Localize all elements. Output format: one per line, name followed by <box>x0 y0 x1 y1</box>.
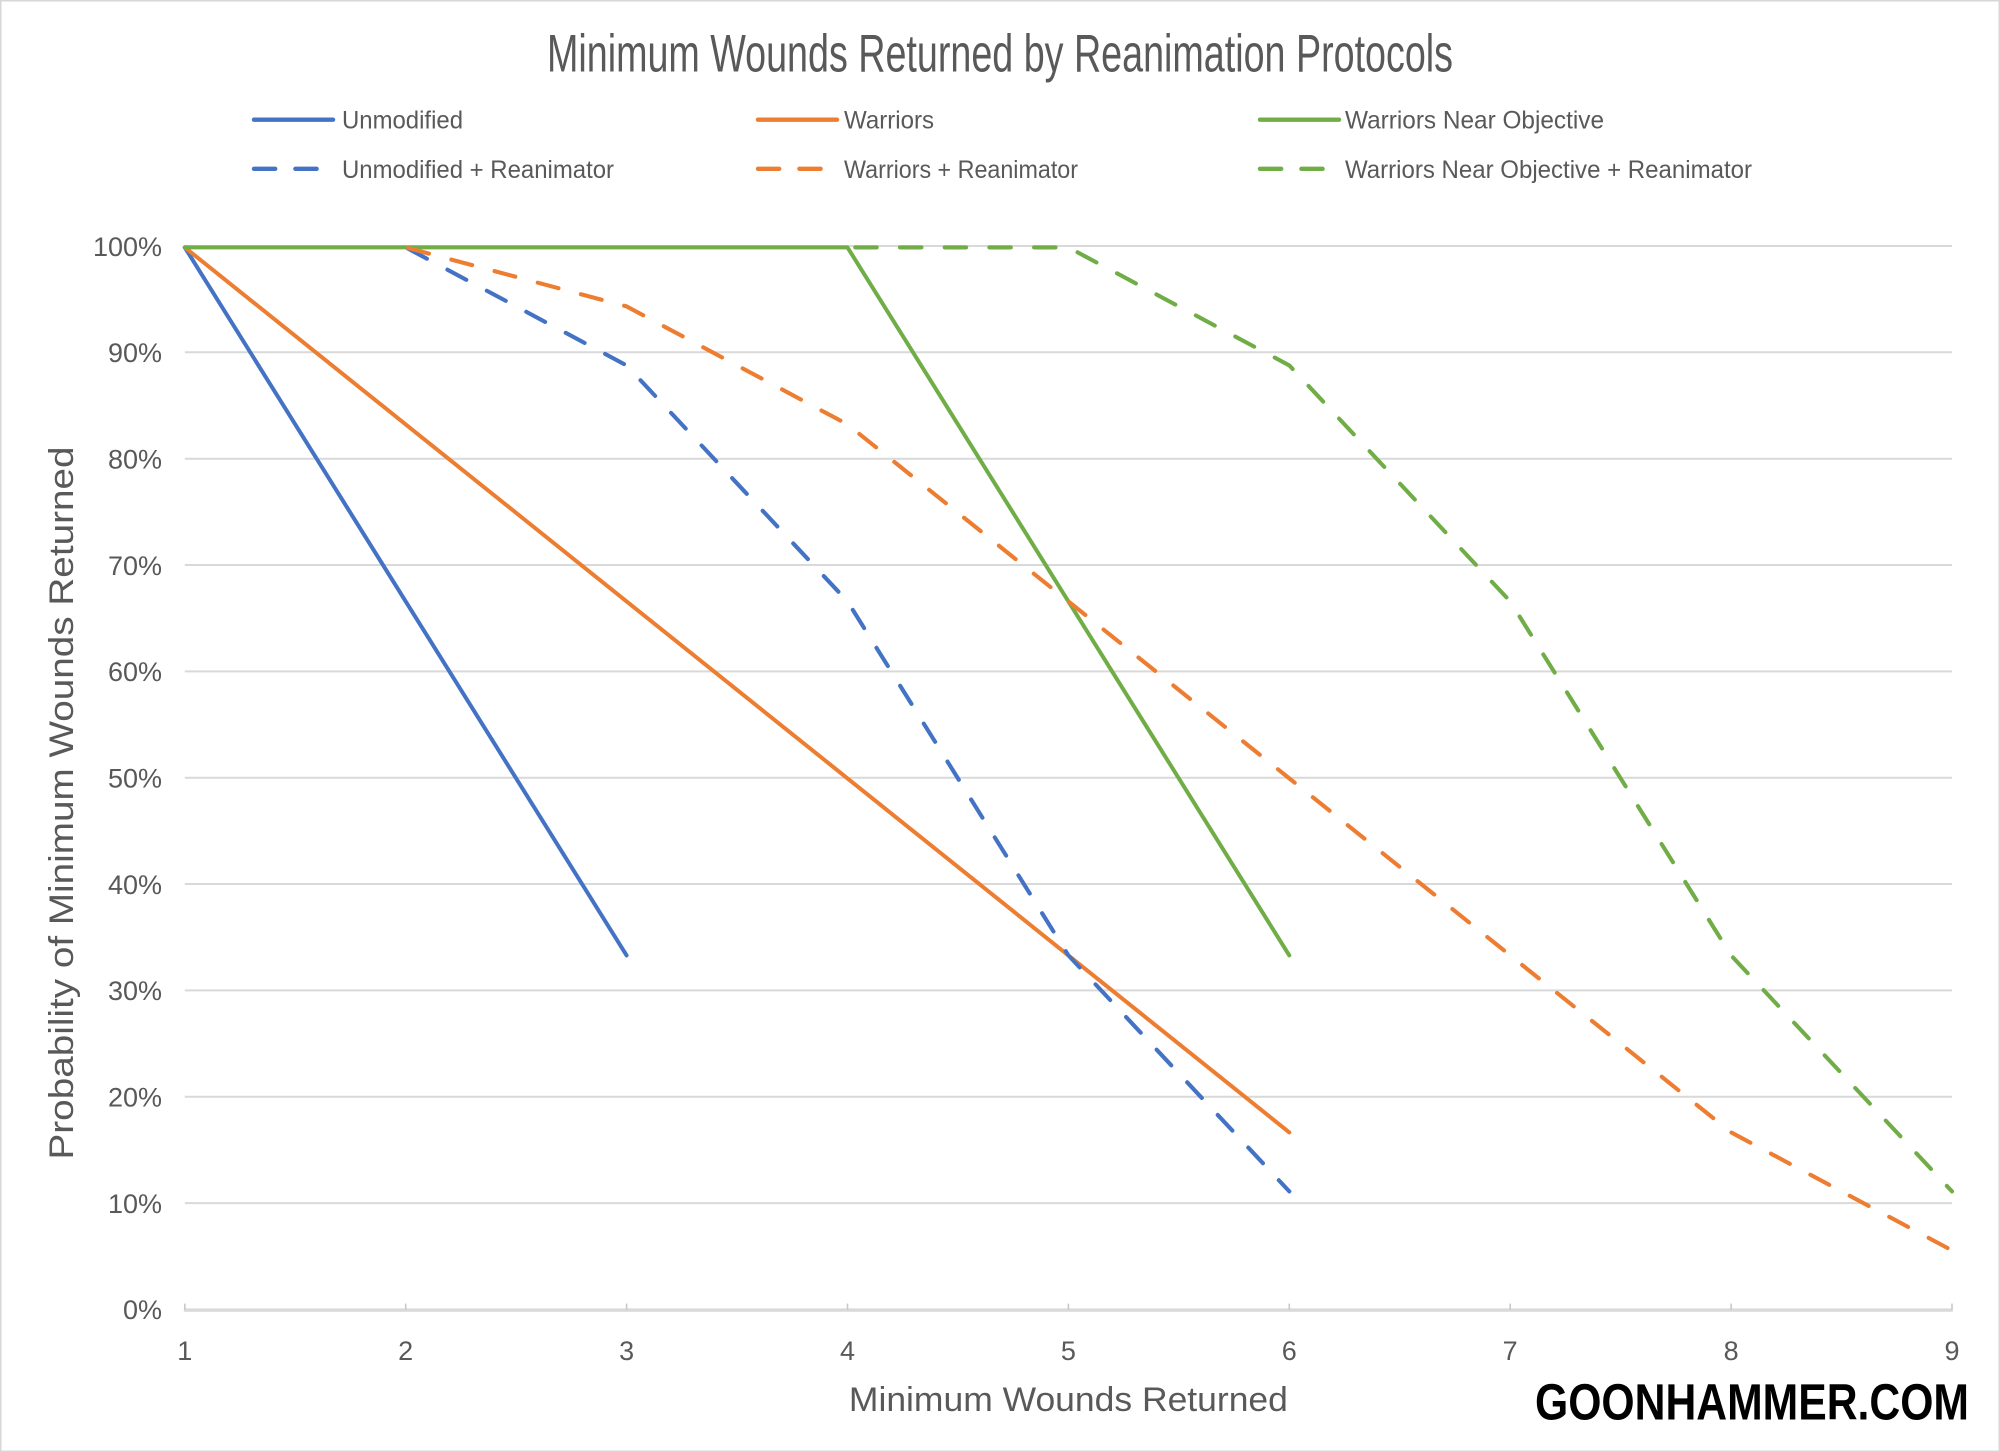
svg-text:Warriors Near Objective: Warriors Near Objective <box>1345 108 1604 135</box>
svg-text:2: 2 <box>398 1336 413 1366</box>
svg-text:20%: 20% <box>108 1083 162 1113</box>
svg-text:Minimum Wounds Returned: Minimum Wounds Returned <box>849 1381 1288 1419</box>
svg-text:9: 9 <box>1944 1336 1959 1366</box>
svg-text:10%: 10% <box>108 1189 162 1219</box>
svg-text:7: 7 <box>1503 1336 1518 1366</box>
svg-text:40%: 40% <box>108 870 162 900</box>
svg-text:Unmodified: Unmodified <box>342 108 463 135</box>
svg-text:70%: 70% <box>108 551 162 581</box>
svg-text:8: 8 <box>1724 1336 1739 1366</box>
svg-text:90%: 90% <box>108 338 162 368</box>
svg-text:50%: 50% <box>108 764 162 794</box>
svg-text:80%: 80% <box>108 445 162 475</box>
svg-text:Warriors: Warriors <box>844 108 934 135</box>
svg-text:60%: 60% <box>108 657 162 687</box>
svg-text:Probability of Minimum Wounds: Probability of Minimum Wounds Returned <box>43 447 81 1160</box>
svg-text:4: 4 <box>840 1336 855 1366</box>
svg-text:3: 3 <box>619 1336 634 1366</box>
svg-text:30%: 30% <box>108 976 162 1006</box>
svg-text:0%: 0% <box>123 1295 162 1325</box>
svg-text:GOONHAMMER.COM: GOONHAMMER.COM <box>1535 1374 1969 1431</box>
svg-text:Unmodified + Reanimator: Unmodified + Reanimator <box>342 157 614 184</box>
svg-text:6: 6 <box>1282 1336 1297 1366</box>
svg-text:Minimum Wounds Returned by Rea: Minimum Wounds Returned by Reanimation P… <box>547 25 1453 84</box>
svg-text:Warriors + Reanimator: Warriors + Reanimator <box>844 157 1078 184</box>
svg-text:1: 1 <box>177 1336 192 1366</box>
svg-text:5: 5 <box>1061 1336 1076 1366</box>
svg-text:Warriors Near Objective + Rean: Warriors Near Objective + Reanimator <box>1345 157 1752 184</box>
svg-text:100%: 100% <box>93 232 162 262</box>
